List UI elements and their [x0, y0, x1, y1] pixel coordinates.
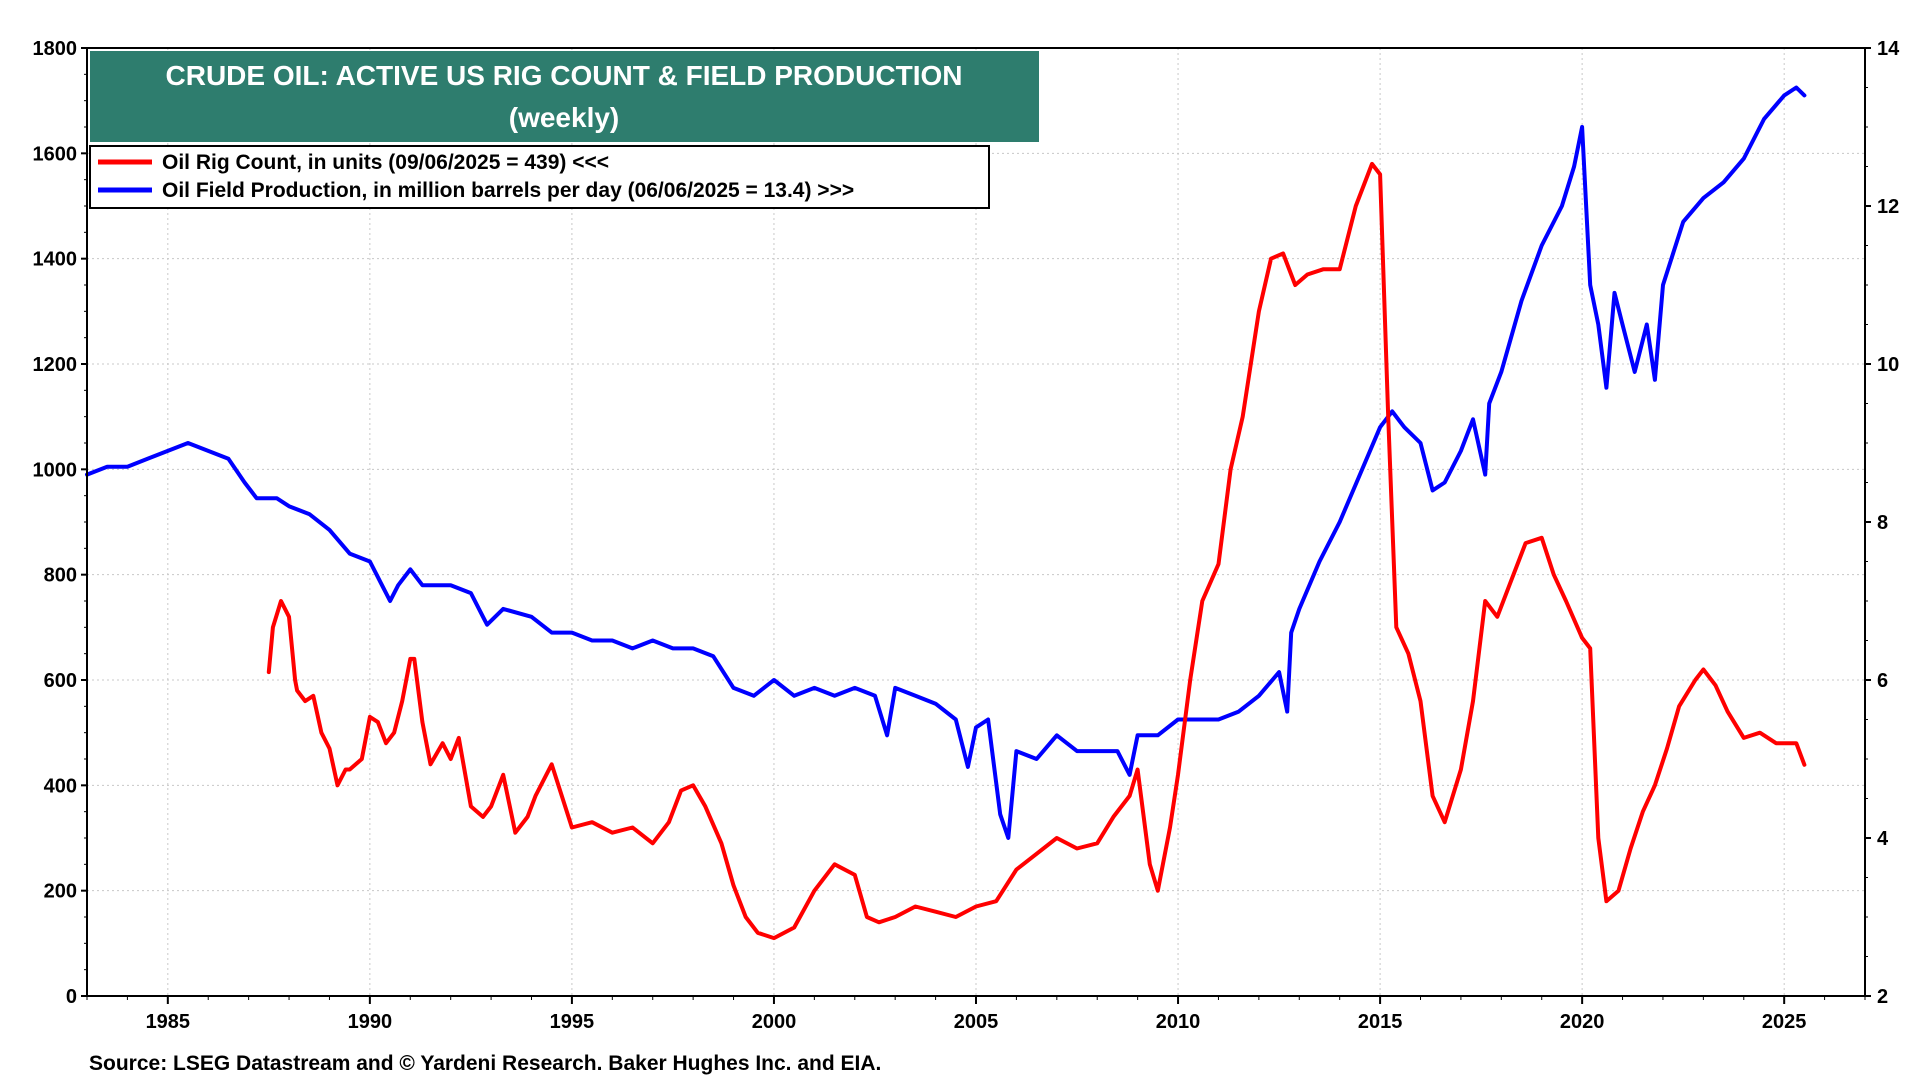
y-left-tick-label: 800 [44, 565, 77, 587]
x-axis: 1985 1990 1995 2000 2005 2010 2015 2020 2025 [86, 996, 1866, 1033]
x-tick-label: 2010 [1156, 1011, 1201, 1033]
title-box: CRUDE OIL: ACTIVE US RIG COUNT & FIELD P… [90, 51, 1039, 142]
y-right-tick-label: 14 [1877, 38, 1900, 60]
y-axis-right: 2 4 6 8 10 12 14 [1865, 38, 1900, 1008]
legend-label-production: Oil Field Production, in million barrels… [162, 179, 854, 202]
x-tick-label: 1990 [348, 1011, 393, 1033]
legend: Oil Rig Count, in units (09/06/2025 = 43… [89, 145, 990, 209]
y-right-tick-label: 12 [1877, 196, 1899, 218]
x-tick-label: 1985 [146, 1011, 191, 1033]
y-left-tick-label: 200 [44, 881, 77, 903]
y-right-tick-label: 10 [1877, 354, 1899, 376]
series-line-rig [266, 161, 1807, 941]
x-tick-label: 2025 [1762, 1011, 1807, 1033]
source-note: Source: LSEG Datastream and © Yardeni Re… [89, 1052, 881, 1075]
y-left-tick-label: 1400 [33, 249, 78, 271]
x-tick-label: 2000 [752, 1011, 797, 1033]
y-left-tick-label: 1000 [33, 459, 78, 481]
y-right-tick-label: 8 [1877, 512, 1888, 534]
y-right-tick-label: 4 [1877, 828, 1889, 850]
y-left-tick-label: 400 [44, 775, 77, 797]
y-right-tick-label: 6 [1877, 670, 1888, 692]
y-right-tick-label: 2 [1877, 986, 1888, 1008]
x-tick-label: 2005 [954, 1011, 999, 1033]
legend-box [89, 145, 990, 209]
grid-lines [87, 48, 1865, 996]
chart-subtitle: (weekly) [509, 102, 620, 133]
y-axis-left: 0 200 400 600 800 1000 1200 1400 1600 1800 [33, 38, 87, 1008]
y-left-tick-label: 600 [44, 670, 77, 692]
series-line-production [85, 85, 1807, 840]
y-left-tick-label: 1200 [33, 354, 78, 376]
x-tick-label: 2020 [1560, 1011, 1605, 1033]
legend-label-rig: Oil Rig Count, in units (09/06/2025 = 43… [162, 151, 609, 174]
x-tick-label: 2015 [1358, 1011, 1403, 1033]
x-tick-label: 1995 [550, 1011, 595, 1033]
y-left-tick-label: 1600 [33, 143, 78, 165]
y-left-tick-label: 0 [66, 986, 77, 1008]
title-background [90, 51, 1039, 142]
series-layer [85, 85, 1807, 941]
y-left-tick-label: 1800 [33, 38, 78, 60]
chart-title: CRUDE OIL: ACTIVE US RIG COUNT & FIELD P… [166, 60, 963, 91]
